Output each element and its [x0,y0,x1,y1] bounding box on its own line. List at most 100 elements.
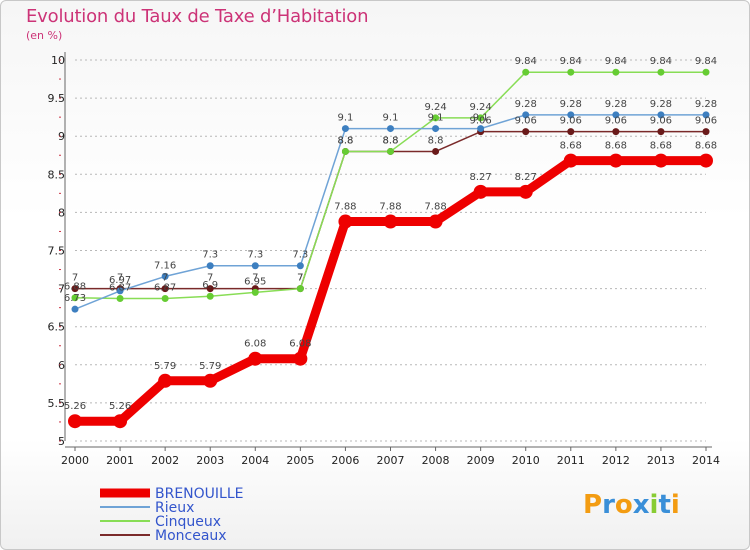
x-tick-label: 2000 [61,454,89,467]
data-point-monceaux [612,128,620,136]
data-point-cinqueux [567,68,575,76]
data-label-rieux: 9.1 [473,113,489,124]
x-tick-label: 2010 [512,454,540,467]
data-point-rieux [702,111,710,119]
y-tick-label: 9 [58,130,65,143]
x-tick-label: 2006 [331,454,359,467]
data-label-brenouille: 6.08 [244,339,266,350]
data-label-brenouille: 7.88 [334,202,356,213]
data-label-monceaux: 9.06 [470,116,492,127]
x-tick-label: 2011 [557,454,585,467]
legend-label-monceaux: Monceaux [155,528,227,544]
data-label-brenouille: 8.68 [650,141,672,152]
data-label-rieux: 9.28 [650,99,672,110]
data-point-cinqueux [702,68,710,76]
data-label-cinqueux: 9.84 [515,56,537,67]
data-point-rieux [161,272,169,280]
data-label-rieux: 9.28 [515,99,537,110]
data-point-brenouille [563,153,578,168]
data-point-rieux [522,111,530,119]
data-point-rieux [116,287,124,295]
x-tick-label: 2009 [467,454,495,467]
legend-label-rieux: Rieux [155,500,194,516]
data-label-cinqueux: 9.84 [650,56,672,67]
logo-letter-p: P [583,490,603,520]
data-label-cinqueux: 6.9 [202,280,218,291]
data-label-rieux: 7.3 [247,250,263,261]
chart-subtitle: (en %) [26,29,63,42]
data-point-rieux [477,125,485,133]
data-label-brenouille: 5.79 [154,361,176,372]
y-tick-label: 6.5 [48,321,66,334]
data-point-rieux [71,305,79,313]
data-point-brenouille [608,153,623,168]
data-label-rieux: 9.1 [337,113,353,124]
data-label-cinqueux: 9.24 [424,102,446,113]
data-label-cinqueux: 6.88 [64,282,86,293]
data-point-rieux [612,111,620,119]
data-point-brenouille [518,184,533,199]
data-label-brenouille: 8.68 [695,141,717,152]
x-tick-label: 2008 [422,454,450,467]
data-point-rieux [567,111,575,119]
x-tick-label: 2014 [692,454,720,467]
data-label-cinqueux: 8.8 [337,135,353,146]
data-point-brenouille [383,214,398,229]
grid-lines [75,59,706,442]
data-point-cinqueux [657,68,665,76]
y-tick-label: 10 [51,54,65,67]
data-point-brenouille [113,414,128,429]
data-label-cinqueux: 6.87 [154,283,176,294]
data-point-monceaux [567,128,575,136]
data-label-monceaux: 7 [297,273,303,284]
data-label-rieux: 9.28 [695,99,717,110]
data-label-brenouille: 5.26 [64,401,86,412]
data-point-brenouille [699,153,713,168]
data-label-monceaux: 9.06 [650,116,672,127]
data-labels: 7 7 7 7 7 7 8.8 8.8 8.8 9.06 9.06 9.06 9.06 9.06 9.06 6… [64,56,717,412]
data-label-cinqueux: 8.8 [383,135,399,146]
data-point-monceaux [71,285,79,293]
logo-letter-r: r [602,490,615,520]
x-tick-label: 2012 [602,454,630,467]
data-point-cinqueux [522,68,530,76]
y-tick-label: 5.5 [48,397,66,410]
data-label-monceaux: 7 [252,273,258,284]
y-tick-label: 8.5 [48,168,66,181]
data-label-rieux: 7.16 [154,260,176,271]
data-point-rieux [296,262,304,270]
data-point-brenouille [338,214,353,229]
data-label-monceaux: 7 [162,273,168,284]
data-label-monceaux: 9.06 [560,116,582,127]
data-point-brenouille [203,373,218,388]
data-label-cinqueux: 9.84 [605,56,627,67]
data-point-brenouille [158,373,173,388]
data-point-monceaux [432,147,440,155]
y-tick-label: 7 [58,283,65,296]
x-tick-label: 2002 [151,454,179,467]
data-point-monceaux [161,285,169,293]
y-tick-label: 6 [58,359,65,372]
data-point-cinqueux [161,295,169,303]
data-label-rieux: 9.1 [428,113,444,124]
logo-letter-t: t [658,490,671,520]
data-label-cinqueux: 9.24 [470,102,492,113]
legend-label-brenouille: BRENOUILLE [155,486,244,502]
data-label-monceaux: 8.8 [428,135,444,146]
y-tick-label: 7.5 [48,245,66,258]
data-label-cinqueux: 9.84 [560,56,582,67]
legend-label-cinqueux: Cinqueux [155,514,221,530]
data-point-rieux [432,125,440,133]
data-point-cinqueux [296,285,304,293]
y-tick-label: 9.5 [48,92,66,105]
logo-letter-x: x [632,490,650,520]
data-point-monceaux [657,128,665,136]
data-point-brenouille [68,414,82,429]
data-label-monceaux: 9.06 [605,116,627,127]
data-point-cinqueux [387,147,394,155]
data-label-monceaux: 9.06 [695,116,717,127]
data-label-cinqueux: 6.87 [109,283,131,294]
y-tick-label: 8 [58,206,65,219]
data-label-monceaux: 8.8 [383,135,399,146]
